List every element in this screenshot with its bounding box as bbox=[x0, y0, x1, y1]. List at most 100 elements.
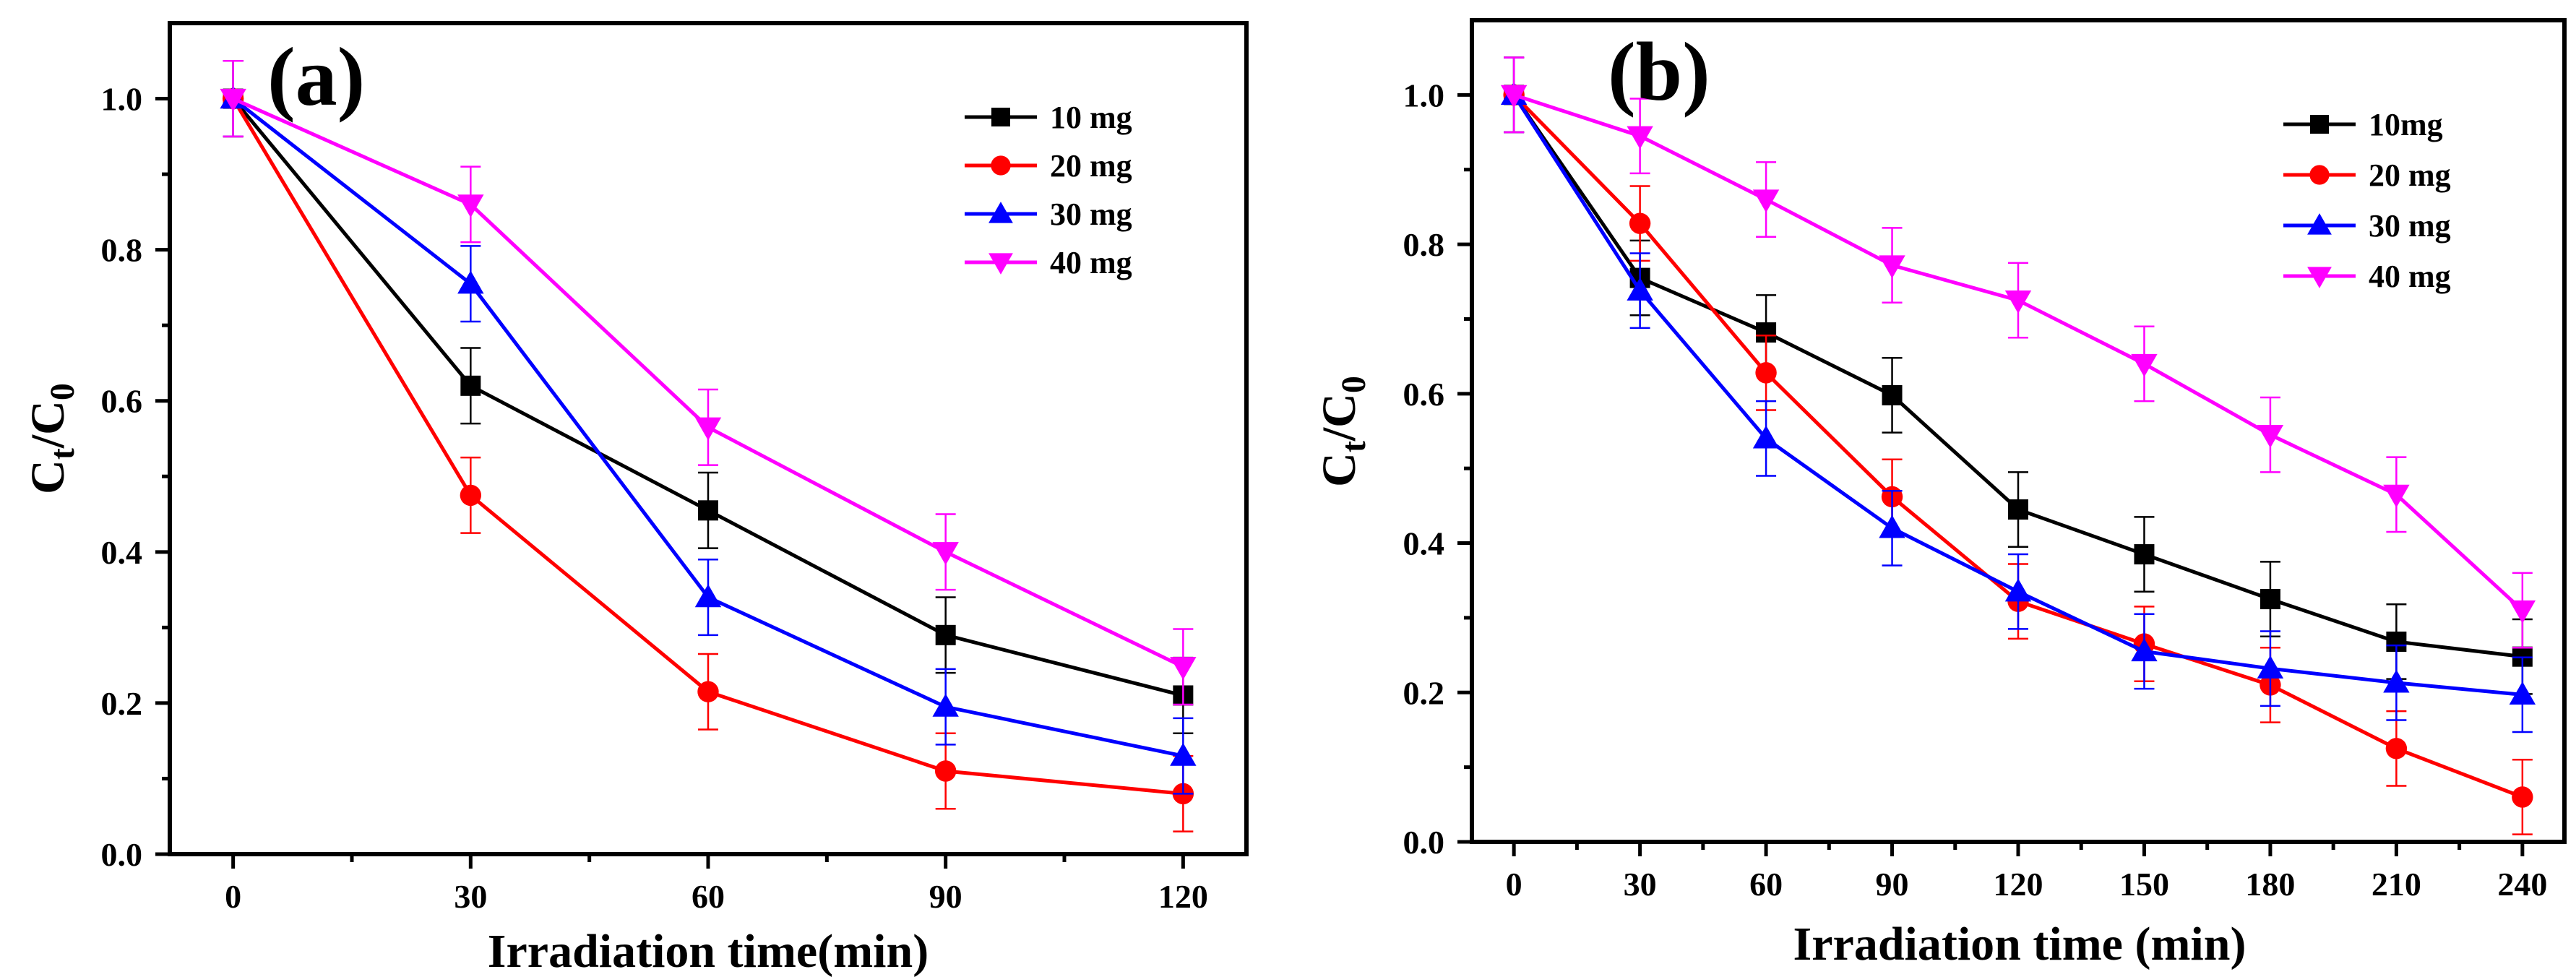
legend-item: 20 mg bbox=[965, 148, 1132, 184]
y-tick-label: 0.0 bbox=[1403, 824, 1445, 861]
legend-label: 10 mg bbox=[1050, 100, 1132, 135]
legend-label: 30 mg bbox=[2369, 208, 2451, 244]
y-axis-title-sub-t: t bbox=[43, 448, 82, 460]
data-point bbox=[1879, 515, 1905, 538]
data-point bbox=[932, 693, 959, 717]
series-20mg bbox=[222, 60, 1194, 832]
y-tick-label: 0.4 bbox=[1403, 525, 1445, 562]
chart-panel-a: 0 30 60 90 120 0.0 0.2 0.4 0.6 0.8 1.0 10 mg 20 mg… bbox=[22, 21, 1249, 977]
y-tick-label: 0.8 bbox=[1403, 226, 1445, 263]
data-point bbox=[1629, 212, 1651, 234]
data-point bbox=[2257, 655, 2284, 679]
series-group bbox=[1500, 56, 2536, 835]
legend-marker bbox=[2310, 115, 2329, 134]
data-point bbox=[1170, 657, 1197, 680]
x-tick-label: 90 bbox=[1876, 866, 1909, 903]
legend-marker bbox=[991, 108, 1010, 126]
data-point bbox=[934, 760, 957, 782]
x-axis-title: Irradiation time (min) bbox=[1793, 918, 2247, 970]
legend: 10 mg 20 mg 30 mg 40 mg bbox=[965, 100, 1132, 280]
legend-label: 20 mg bbox=[2369, 158, 2451, 193]
panel-label: (b) bbox=[1608, 26, 1710, 119]
data-point bbox=[2008, 499, 2028, 520]
y-tick-label: 0.2 bbox=[1403, 674, 1445, 711]
x-tick-label: 60 bbox=[1749, 866, 1783, 903]
data-point bbox=[1752, 425, 1780, 449]
data-point bbox=[935, 624, 956, 645]
legend-marker bbox=[2307, 267, 2332, 288]
y-axis-title: Ct/C0 bbox=[22, 383, 82, 494]
x-tick-label: 240 bbox=[2497, 866, 2547, 903]
x-tick-label: 0 bbox=[225, 878, 241, 915]
x-tick-label: 120 bbox=[1158, 878, 1208, 915]
data-point bbox=[220, 88, 246, 112]
legend-item: 30 mg bbox=[2283, 208, 2451, 244]
y-tick-label: 1.0 bbox=[1403, 77, 1445, 113]
data-point bbox=[2260, 589, 2280, 610]
data-point bbox=[1170, 742, 1197, 766]
data-point bbox=[1882, 384, 1903, 405]
data-point bbox=[1879, 255, 1905, 279]
data-point bbox=[2385, 738, 2408, 759]
y-tick-label: 0.8 bbox=[101, 232, 143, 269]
legend-marker bbox=[2307, 213, 2332, 235]
y-tick-label: 0.2 bbox=[101, 685, 143, 722]
data-point bbox=[2134, 544, 2155, 565]
data-point bbox=[1500, 85, 1528, 108]
y-axis: 0.0 0.2 0.4 0.6 0.8 1.0 bbox=[101, 81, 170, 873]
chart-panel-b: 0 30 60 90 120 150 180 210 240 0.0 0.2 0.4 0.6 0.8 1.… bbox=[1313, 18, 2567, 970]
x-tick-label: 150 bbox=[2119, 866, 2169, 903]
legend-marker bbox=[988, 202, 1013, 223]
x-axis-title: Irradiation time(min) bbox=[488, 925, 929, 977]
legend-label: 40 mg bbox=[2369, 259, 2451, 294]
legend-marker bbox=[2309, 165, 2330, 185]
data-point bbox=[932, 542, 959, 566]
data-point bbox=[2509, 681, 2536, 705]
data-point bbox=[698, 500, 718, 521]
data-point bbox=[457, 270, 484, 294]
data-point bbox=[457, 194, 484, 218]
y-axis-title-sub-0: 0 bbox=[43, 383, 82, 400]
y-axis: 0.0 0.2 0.4 0.6 0.8 1.0 bbox=[1403, 77, 1472, 861]
y-tick-label: 1.0 bbox=[101, 81, 143, 118]
data-point bbox=[2131, 638, 2158, 662]
legend: 10mg 20 mg 30 mg 40 mg bbox=[2283, 107, 2451, 294]
y-axis-title: Ct/C0 bbox=[1313, 376, 1373, 487]
series-group bbox=[220, 60, 1197, 832]
data-point bbox=[2512, 786, 2533, 808]
plot-frame bbox=[1470, 18, 2567, 844]
legend-label: 10mg bbox=[2369, 107, 2443, 142]
legend-label: 20 mg bbox=[1050, 148, 1132, 184]
legend-item: 20 mg bbox=[2283, 158, 2451, 193]
x-tick-label: 90 bbox=[929, 878, 962, 915]
x-tick-label: 30 bbox=[1624, 866, 1657, 903]
data-point bbox=[2509, 600, 2536, 624]
series-40mg bbox=[220, 60, 1197, 706]
data-point bbox=[697, 681, 719, 702]
legend-label: 40 mg bbox=[1050, 245, 1132, 280]
x-axis: 0 30 60 90 120 150 180 210 240 bbox=[1506, 842, 2547, 903]
x-tick-label: 210 bbox=[2372, 866, 2421, 903]
legend-item: 40 mg bbox=[2283, 259, 2451, 294]
legend-marker bbox=[991, 155, 1011, 176]
y-axis-title-main: C bbox=[1313, 452, 1366, 487]
y-axis-title-mid: /C bbox=[1313, 393, 1366, 442]
y-axis-title-mid: /C bbox=[22, 400, 74, 449]
x-tick-label: 120 bbox=[1994, 866, 2043, 903]
data-point bbox=[2004, 290, 2032, 314]
y-tick-label: 0.4 bbox=[101, 534, 143, 571]
legend-item: 30 mg bbox=[965, 197, 1132, 232]
data-point bbox=[694, 417, 722, 441]
x-tick-label: 60 bbox=[692, 878, 725, 915]
data-point bbox=[460, 484, 482, 507]
data-point bbox=[2383, 484, 2410, 508]
x-axis: 0 30 60 90 120 bbox=[225, 854, 1208, 915]
panel-label: (a) bbox=[267, 31, 365, 124]
y-axis-title-main: C bbox=[22, 460, 74, 494]
y-tick-label: 0.0 bbox=[101, 836, 143, 873]
data-point bbox=[2257, 425, 2284, 448]
y-axis-title-sub-t: t bbox=[1335, 441, 1373, 452]
series-line bbox=[1512, 93, 2523, 799]
legend-item: 10 mg bbox=[965, 100, 1132, 135]
